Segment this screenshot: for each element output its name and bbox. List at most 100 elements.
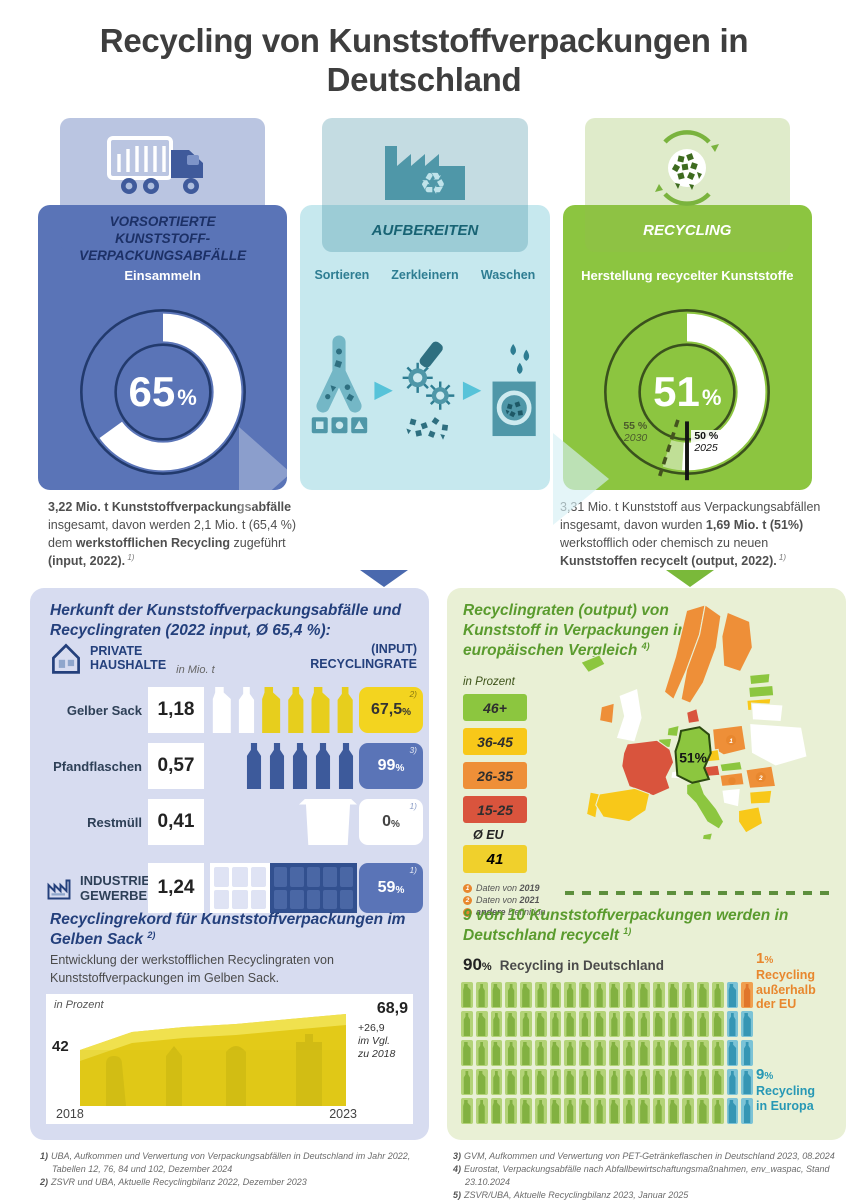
target-2025-label: 50 % 2025: [691, 430, 722, 455]
pictogram-cell-green: [667, 982, 680, 1008]
dashed-separator: [565, 891, 836, 895]
pictogram-cell-green: [697, 1011, 709, 1037]
stat-germany: 90% Recycling in Deutschland: [463, 955, 664, 974]
pictogram-cell-green: [623, 1098, 635, 1124]
map-markers: 1 2: [725, 735, 766, 785]
pictogram-cell-green: [652, 1011, 665, 1037]
donut-51-svg: [604, 309, 771, 481]
pictogram-cell-green: [638, 1098, 650, 1124]
factory-icon-card: ♻: [322, 118, 528, 252]
pictogram-cell-green: [697, 982, 709, 1008]
donut-65-svg: [79, 309, 246, 475]
pictogram-cell-green: [475, 1069, 488, 1095]
pictogram-cell-green: [697, 1040, 709, 1066]
pictogram-cell-green: [638, 1069, 650, 1095]
recycle-panel: [552, 205, 812, 525]
footnotes-left: 1) UBA, Aufkommen und Verwertung von Verp…: [40, 1151, 411, 1188]
row-value: 0,41: [148, 799, 204, 845]
pictogram-cell-green: [579, 1040, 591, 1066]
step-sortieren: Sortieren: [314, 268, 370, 282]
pictogram-cell-green: [652, 982, 665, 1008]
pictogram-cell-green: [652, 1098, 665, 1124]
sorting-icon: [312, 335, 368, 434]
pictogram-cell-green: [682, 1069, 694, 1095]
pictogram-cell-green: [490, 1069, 503, 1095]
pictogram-cell-green: [564, 1098, 576, 1124]
donut-65-unit: %: [177, 385, 197, 410]
pictogram-cell-green: [549, 1040, 562, 1066]
pictogram-cell-green: [579, 982, 591, 1008]
pictogram-cell-green: [638, 982, 650, 1008]
industrie-pictogram: [210, 863, 357, 913]
pictogram-cell-green: [593, 1069, 606, 1095]
pictogram-cell-blue: [741, 1098, 753, 1124]
rate-header-line1: (INPUT): [371, 642, 417, 656]
pictogram-cell-green: [652, 1040, 665, 1066]
pictogram-cell-green: [549, 1098, 562, 1124]
pictogram-cell-blue: [726, 982, 739, 1008]
pictogram-cell-blue: [726, 1040, 739, 1066]
pictogram-cell-green: [593, 1011, 606, 1037]
pictogram-cell-green: [711, 982, 724, 1008]
row-value: 0,57: [148, 743, 204, 789]
pictogram-cell-blue: [741, 1069, 753, 1095]
unit-label: in Mio. t: [176, 664, 215, 676]
pictogram-cell-green: [534, 1069, 547, 1095]
arrow-down-green: [666, 570, 714, 587]
pictogram-cell-green: [623, 1069, 635, 1095]
pictogram-cell-blue: [741, 1011, 753, 1037]
arrow-down-blue: [360, 570, 408, 587]
legend-36-45: 36-45: [463, 728, 527, 755]
pictogram-cell-green: [682, 982, 694, 1008]
note-spacer: [310, 498, 560, 571]
pictogram-cell-green: [534, 1040, 547, 1066]
pictogram-cell-green: [505, 1069, 517, 1095]
stat-outside-eu: 1% Recycling außerhalb der EU: [756, 950, 816, 1012]
restmuell-pictogram: [210, 799, 357, 845]
record-end-value: 68,9: [376, 1000, 408, 1017]
pictogram-cell-green: [461, 1011, 473, 1037]
svg-text:♻: ♻: [420, 167, 447, 202]
industry-icon: [47, 879, 71, 900]
recycled-granulate-icon: [655, 130, 720, 206]
pictogram-cell-green: [564, 1040, 576, 1066]
pictogram-cell-green: [505, 1040, 517, 1066]
target-2030-label: 55 % 2030: [623, 420, 648, 445]
summary-notes: 3,22 Mio. t Kunststoffverpackungsabfälle…: [48, 498, 828, 571]
house-icon: [52, 643, 80, 674]
pictogram-cell-green: [682, 1098, 694, 1124]
record-end-year: 2023: [329, 1107, 357, 1121]
pictogram-cell-green: [711, 1098, 724, 1124]
collect-subtitle: Einsammeln: [124, 268, 201, 283]
pictogram-cell-green: [667, 1040, 680, 1066]
pictogram-cell-green: [461, 1069, 473, 1095]
pictogram-cell-green: [579, 1098, 591, 1124]
footnotes: 1) UBA, Aufkommen und Verwertung von Verp…: [40, 1150, 840, 1200]
pictogram-cell-green: [623, 1040, 635, 1066]
pictogram-cell-green: [623, 982, 635, 1008]
row-value: 1,24: [148, 863, 204, 913]
record-unit-label: in Prozent: [54, 999, 104, 1011]
record-start-value: 42: [52, 1038, 69, 1055]
pictogram-cell-green: [549, 1011, 562, 1037]
pictogram-cell-green: [667, 1011, 680, 1037]
pictogram-cell-blue: [726, 1069, 739, 1095]
pictogram-cell-green: [564, 1069, 576, 1095]
pictogram-cell-green: [549, 982, 562, 1008]
industry-group: INDUSTRIE GEWERBE: [44, 860, 154, 916]
record-area-chart: in Prozent 42 68,9 +26,9 im Vgl. zu 2018…: [46, 994, 413, 1124]
pictogram-cell-green: [608, 982, 621, 1008]
note-output: 3,31 Mio. t Kunststoff aus Verpackungsab…: [560, 500, 821, 569]
pictogram-cell-green: [608, 1011, 621, 1037]
pictogram-cell-green: [520, 982, 532, 1008]
donut-51: 51% 55 % 2030 50 % 2025: [589, 294, 785, 490]
germany-value-label: 51%: [679, 749, 707, 765]
row-value: 1,18: [148, 687, 204, 733]
europe-choropleth-map: 51% 1 2: [580, 603, 808, 841]
pictogram-cell-green: [461, 982, 473, 1008]
granulate-icon-card: [584, 118, 790, 252]
legend-15-25: 15-25: [463, 796, 527, 823]
svg-text:2: 2: [758, 775, 763, 782]
flow-step-recycle: RECYCLING Herstellung recycelter Kunstst…: [552, 118, 812, 525]
step-zerkleinern: Zerkleinern: [391, 268, 459, 282]
